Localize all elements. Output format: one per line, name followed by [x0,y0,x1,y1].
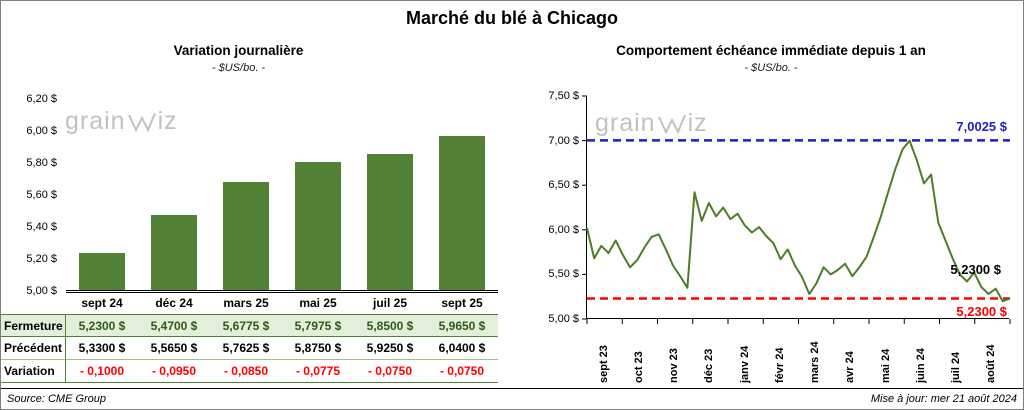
bar-slot [426,99,498,290]
table-cell: 5,8500 $ [354,314,426,337]
bar-mai-25 [295,162,341,290]
y-tick-label: 6,00 $ [548,223,579,236]
source-credit: Source: CME Group [7,393,107,405]
bar-mars-25 [223,181,269,290]
bar-chart-plot [66,99,498,291]
x-tick-label: mai 24 [879,348,892,383]
table-cell: 5,8750 $ [282,337,354,360]
line-chart-subtitle: - $US/bo. - [744,62,798,74]
bar-slot [354,99,426,290]
table-cell: - 0,1000 [66,360,138,383]
table-corner [1,292,66,314]
bar-chart-title: Variation journalière [173,43,304,58]
table-cell: - 0,0850 [210,360,282,383]
x-tick-label: déc 23 [703,348,716,383]
bar-juil-25 [367,154,413,290]
table-cell: 5,7625 $ [210,337,282,360]
line-chart-x-axis: sept 23 oct 23 nov 23 déc 23 janv 24 févr 24 m… [586,325,1009,383]
column-header: mai 25 [282,292,354,314]
bar-slot [66,99,138,290]
watermark-text-prefix: grain [595,109,656,137]
y-tick-label: 6,00 $ [26,125,57,137]
line-chart-title: Comportement échéance immédiate depuis 1… [616,43,926,58]
y-tick-label: 5,00 $ [26,285,57,297]
column-header: juil 25 [354,292,426,314]
line-chart-svg [582,95,1011,324]
low-price-annotation: 5,2300 $ [956,304,1007,319]
table-cell: 5,4700 $ [138,314,210,337]
x-tick-label: nov 23 [668,348,681,383]
price-line [586,139,1011,303]
last-updated: Mise à jour: mer 21 août 2024 [870,393,1017,405]
watermark-text-prefix: grain [65,107,126,135]
row-label-fermeture: Fermeture [1,314,66,337]
logo-w-zigzag-icon [657,114,686,134]
logo-w-zigzag-icon [127,112,156,132]
column-header: mars 25 [210,292,282,314]
x-tick-label: févr 24 [773,347,786,383]
x-tick-label: juil 24 [950,351,963,383]
y-tick-label: 7,00 $ [548,134,579,147]
grainwiz-watermark: grain iz [65,107,178,136]
column-header: déc 24 [138,292,210,314]
table-cell: 5,7975 $ [282,314,354,337]
x-tick-label: janv 24 [738,345,751,383]
y-tick-label: 5,40 $ [26,221,57,233]
y-tick-label: 6,50 $ [548,179,579,192]
footer: Source: CME Group Mise à jour: mer 21 ao… [1,388,1023,409]
last-price-annotation: 5,2300 $ [950,262,1001,277]
x-tick-label: juin 24 [914,348,927,383]
table-cell: - 0,0750 [354,360,426,383]
x-tick-label: oct 23 [632,351,645,383]
bar-chart-y-axis: 6,20 $ 6,00 $ 5,80 $ 5,60 $ 5,40 $ 5,20 $ 5,00… [1,93,57,297]
x-tick-label: août 24 [985,344,998,383]
table-cell: 5,5650 $ [138,337,210,360]
table-cell: - 0,0775 [282,360,354,383]
bar-déc-24 [151,214,197,290]
bar-sept-25 [439,135,485,290]
y-tick-label: 7,50 $ [548,90,579,102]
bar-slot [282,99,354,290]
table-cell: 5,9250 $ [354,337,426,360]
high-price-annotation: 7,0025 $ [956,119,1007,134]
table-cell: 5,2300 $ [66,314,138,337]
table-cell: 5,9650 $ [426,314,498,337]
bar-sept-24 [79,253,125,290]
table-cell: 5,3300 $ [66,337,138,360]
column-header: sept 24 [66,292,138,314]
y-tick-label: 5,20 $ [26,253,57,265]
table-cell: 5,6775 $ [210,314,282,337]
table-cell: - 0,0950 [138,360,210,383]
x-tick-label: sept 23 [597,345,610,383]
bar-slot [138,99,210,290]
y-tick-label: 5,00 $ [548,312,579,325]
y-tick-label: 5,80 $ [26,157,57,169]
line-chart-plot [582,95,1011,324]
watermark-text-suffix: iz [157,107,178,135]
grainwiz-watermark: grain iz [595,109,708,138]
page-title: Marché du blé à Chicago [405,8,619,28]
bar-chart-subtitle: - $US/bo. - [211,62,266,74]
y-tick-label: 5,60 $ [26,189,57,201]
row-label-precedent: Précédent [1,337,66,360]
column-header: sept 25 [426,292,498,314]
x-tick-label: mars 24 [809,341,822,383]
bar-slot [210,99,282,290]
price-table: sept 24 déc 24 mars 25 mai 25 juil 25 sept 25… [1,292,498,383]
table-cell: - 0,0750 [426,360,498,383]
table-cell: 6,0400 $ [426,337,498,360]
y-tick-label: 6,20 $ [26,93,57,105]
watermark-text-suffix: iz [687,109,708,137]
row-label-variation: Variation [1,360,66,383]
line-chart-y-axis: 7,50 $ 7,00 $ 6,50 $ 6,00 $ 5,50 $ 5,00 $ [529,90,579,325]
x-tick-label: avr 24 [844,351,857,383]
y-tick-label: 5,50 $ [548,268,579,281]
